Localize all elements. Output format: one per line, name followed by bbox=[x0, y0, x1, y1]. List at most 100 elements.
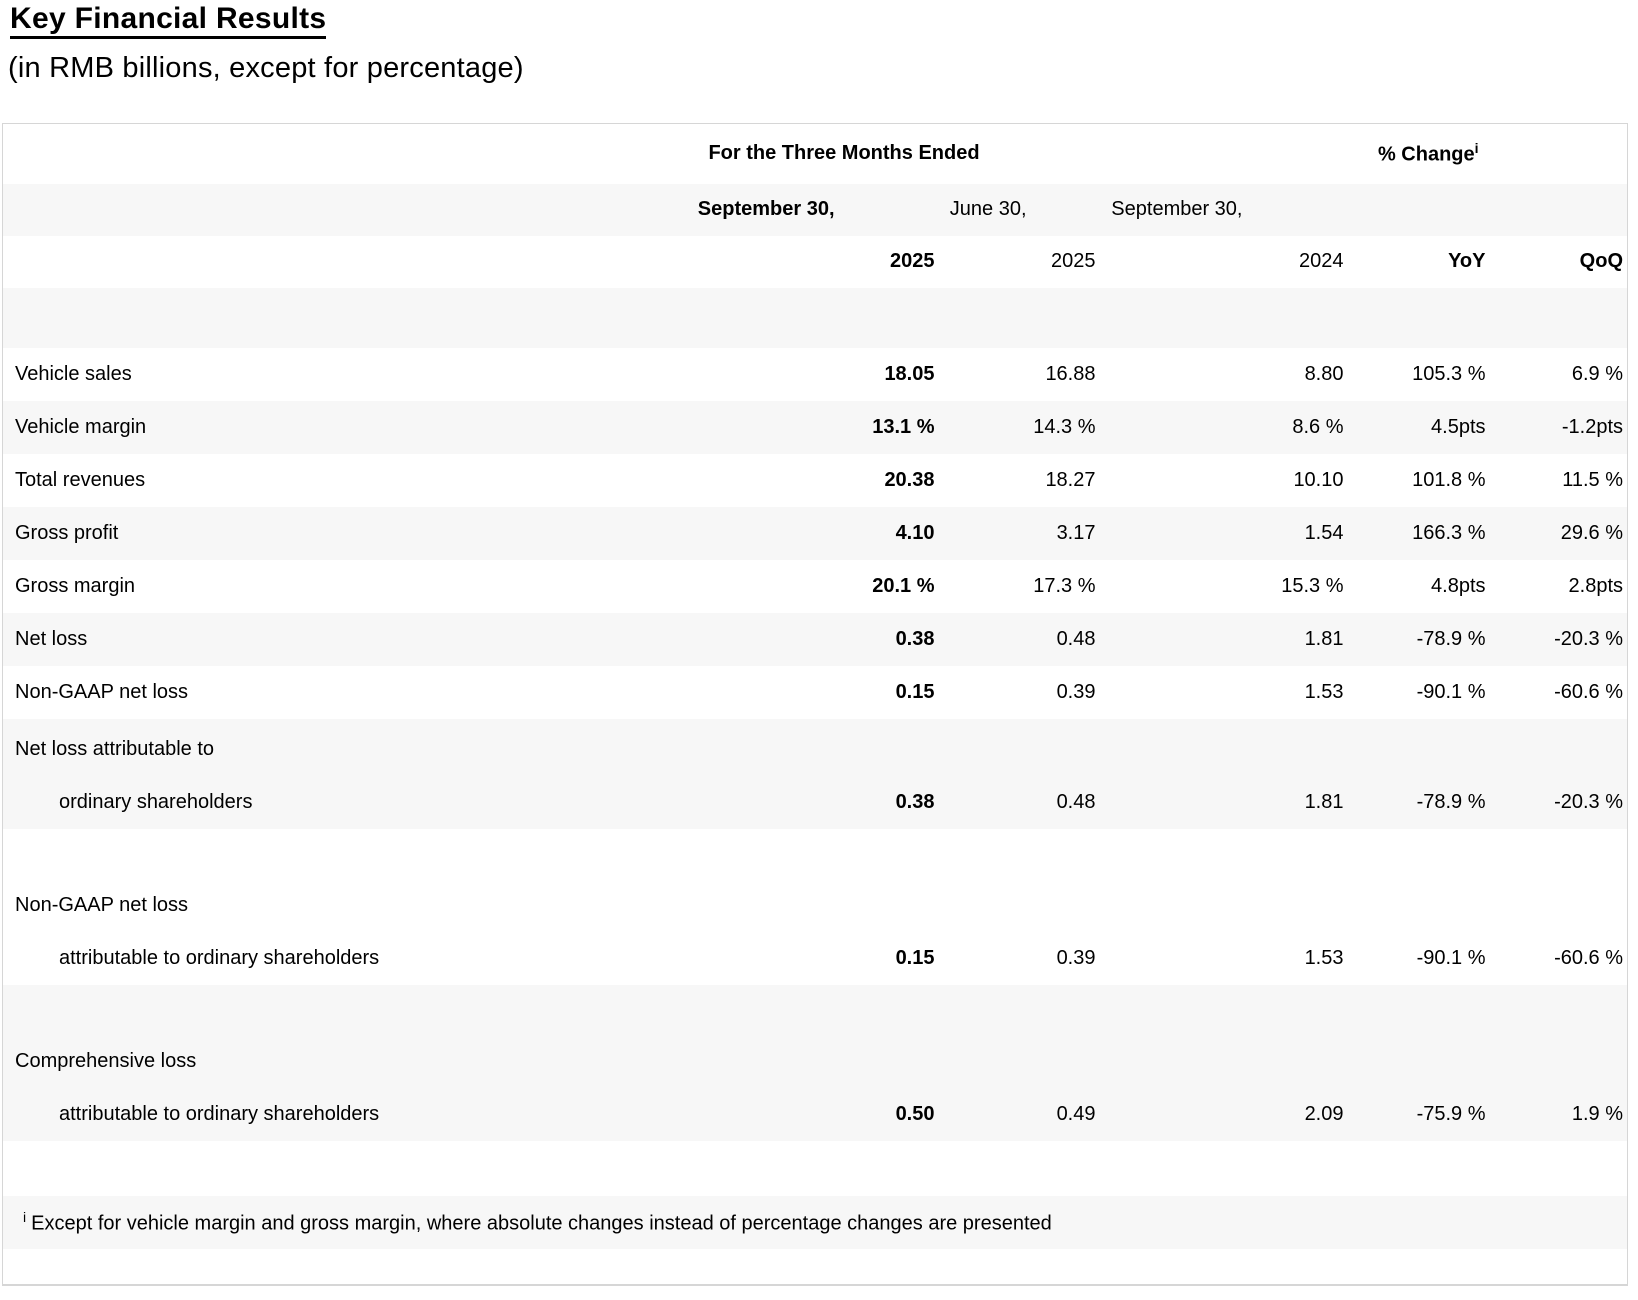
table-header-years: 2025 2025 2024 YoY QoQ bbox=[2, 235, 1628, 288]
value-cell: 6.9 % bbox=[1571, 362, 1624, 385]
value-cell: 14.3 % bbox=[1033, 415, 1096, 438]
spacer-row bbox=[2, 287, 1628, 348]
value-cell: 18.27 bbox=[1045, 468, 1096, 491]
value-cell: 20.38 bbox=[884, 468, 935, 491]
table-row: Non-GAAP net loss attributable to ordina… bbox=[2, 828, 1628, 985]
value-cell: 16.88 bbox=[1045, 362, 1096, 385]
row-label: Net loss bbox=[15, 627, 88, 650]
value-cell: -90.1 % bbox=[1416, 946, 1486, 969]
value-cell: 29.6 % bbox=[1560, 521, 1624, 544]
footnote-marker-icon: i bbox=[1474, 140, 1479, 157]
value-cell: 1.81 bbox=[1304, 627, 1344, 650]
date-col-1: September 30, bbox=[697, 198, 835, 220]
table-row: Gross margin 20.1 % 17.3 % 15.3 % 4.8pts… bbox=[2, 559, 1628, 613]
empty-cell bbox=[3, 124, 653, 184]
value-cell: -75.9 % bbox=[1416, 1102, 1486, 1125]
value-cell: 0.39 bbox=[1056, 946, 1096, 969]
value-cell: 20.1 % bbox=[872, 574, 935, 597]
value-cell: 8.6 % bbox=[1292, 415, 1344, 438]
value-cell: 1.81 bbox=[1304, 790, 1344, 813]
value-cell: 0.15 bbox=[895, 680, 935, 703]
row-label: Gross margin bbox=[15, 574, 136, 597]
value-cell: 8.80 bbox=[1304, 362, 1344, 385]
value-cell: -20.3 % bbox=[1554, 627, 1624, 650]
year-col-3: 2024 bbox=[1299, 250, 1344, 272]
table-row: Net loss 0.38 0.48 1.81 -78.9 % -20.3 % bbox=[2, 612, 1628, 666]
value-cell: 1.9 % bbox=[1571, 1102, 1624, 1125]
year-col-1: 2025 bbox=[890, 250, 935, 272]
yoy-header: YoY bbox=[1448, 250, 1486, 272]
value-cell: 1.54 bbox=[1304, 521, 1344, 544]
table-row: Total revenues 20.38 18.27 10.10 101.8 %… bbox=[2, 453, 1628, 507]
spacer-row bbox=[2, 1248, 1628, 1285]
key-financial-results-table: For the Three Months Ended % Changei Sep… bbox=[2, 123, 1629, 1286]
row-label: Vehicle sales bbox=[15, 362, 132, 385]
row-label: Net loss attributable to ordinary shareh… bbox=[15, 737, 253, 813]
table-row: Net loss attributable to ordinary shareh… bbox=[2, 718, 1628, 829]
value-cell: 4.10 bbox=[895, 521, 935, 544]
year-col-2: 2025 bbox=[1051, 250, 1096, 272]
row-label: Vehicle margin bbox=[15, 415, 147, 438]
value-cell: 1.53 bbox=[1304, 946, 1344, 969]
value-cell: 0.39 bbox=[1056, 680, 1096, 703]
empty-cell bbox=[1490, 184, 1628, 236]
value-cell: 0.48 bbox=[1056, 790, 1096, 813]
value-cell: 10.10 bbox=[1293, 468, 1344, 491]
date-col-3: September 30, bbox=[1111, 198, 1243, 220]
value-cell: 101.8 % bbox=[1412, 468, 1486, 491]
value-cell: 2.8pts bbox=[1568, 574, 1624, 597]
table-row: Non-GAAP net loss 0.15 0.39 1.53 -90.1 %… bbox=[2, 665, 1628, 719]
empty-cell bbox=[3, 236, 653, 288]
period-group-header: For the Three Months Ended bbox=[708, 142, 980, 165]
value-cell: 17.3 % bbox=[1033, 574, 1096, 597]
value-cell: 18.05 bbox=[884, 362, 935, 385]
row-label: Total revenues bbox=[15, 468, 146, 491]
footnote-row: i Except for vehicle margin and gross mar… bbox=[2, 1195, 1628, 1249]
table-row: Vehicle sales 18.05 16.88 8.80 105.3 % 6… bbox=[2, 347, 1628, 401]
table-header-groups: For the Three Months Ended % Changei bbox=[2, 123, 1628, 184]
value-cell: 2.09 bbox=[1304, 1102, 1344, 1125]
value-cell: 4.5pts bbox=[1431, 415, 1486, 438]
spacer-row bbox=[2, 1140, 1628, 1196]
page-title: Key Financial Results bbox=[10, 2, 1638, 39]
value-cell: 0.15 bbox=[895, 946, 935, 969]
value-cell: 0.49 bbox=[1056, 1102, 1096, 1125]
value-cell: -90.1 % bbox=[1416, 680, 1486, 703]
value-cell: 4.8pts bbox=[1431, 574, 1486, 597]
footnote-text: Except for vehicle margin and gross marg… bbox=[31, 1212, 1052, 1235]
value-cell: 15.3 % bbox=[1281, 574, 1344, 597]
row-label: Non-GAAP net loss attributable to ordina… bbox=[15, 893, 380, 969]
row-label: Non-GAAP net loss bbox=[15, 680, 189, 703]
value-cell: 105.3 % bbox=[1412, 362, 1486, 385]
value-cell: -60.6 % bbox=[1554, 946, 1624, 969]
footnote: i Except for vehicle margin and gross mar… bbox=[3, 1196, 1628, 1249]
value-cell: 3.17 bbox=[1056, 521, 1096, 544]
table-row: Gross profit 4.10 3.17 1.54 166.3 % 29.6… bbox=[2, 506, 1628, 560]
value-cell: -60.6 % bbox=[1554, 680, 1624, 703]
value-cell: -78.9 % bbox=[1416, 627, 1486, 650]
empty-cell bbox=[3, 184, 653, 236]
table-row: Vehicle margin 13.1 % 14.3 % 8.6 % 4.5pt… bbox=[2, 400, 1628, 454]
change-group-header: % Changei bbox=[1377, 140, 1479, 167]
value-cell: 1.53 bbox=[1304, 680, 1344, 703]
value-cell: -1.2pts bbox=[1561, 415, 1624, 438]
qoq-header: QoQ bbox=[1579, 250, 1624, 272]
row-label: Gross profit bbox=[15, 521, 119, 544]
empty-cell bbox=[1348, 184, 1490, 236]
value-cell: 0.38 bbox=[895, 627, 935, 650]
value-cell: 11.5 % bbox=[1562, 468, 1624, 491]
value-cell: 0.50 bbox=[895, 1102, 935, 1125]
value-cell: 13.1 % bbox=[872, 415, 935, 438]
table-row: Comprehensive loss attributable to ordin… bbox=[2, 984, 1628, 1141]
value-cell: -20.3 % bbox=[1554, 790, 1624, 813]
table-header-dates: September 30, June 30, September 30, bbox=[2, 183, 1628, 236]
footnote-marker-icon: i bbox=[23, 1208, 27, 1225]
value-cell: 166.3 % bbox=[1412, 521, 1486, 544]
value-cell: 0.38 bbox=[895, 790, 935, 813]
value-cell: 0.48 bbox=[1056, 627, 1096, 650]
page-subtitle: (in RMB billions, except for percentage) bbox=[8, 52, 524, 84]
date-col-2: June 30, bbox=[949, 198, 1027, 220]
value-cell: -78.9 % bbox=[1416, 790, 1486, 813]
row-label: Comprehensive loss attributable to ordin… bbox=[15, 1049, 380, 1125]
